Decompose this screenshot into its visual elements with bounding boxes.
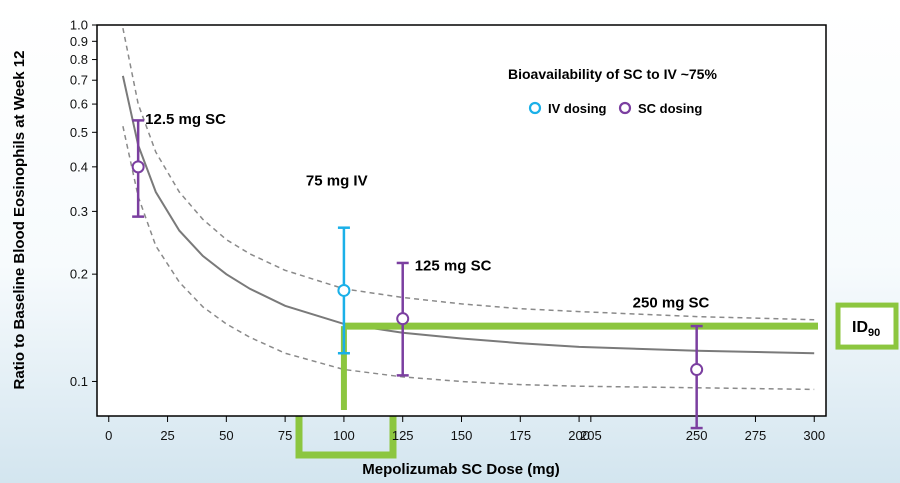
legend-marker (618, 101, 632, 115)
x-tick-label: 125 (392, 428, 414, 443)
y-tick-label: 0.2 (70, 267, 88, 282)
x-tick-label: 100 (333, 428, 355, 443)
y-axis-title: Ratio to Baseline Blood Eosinophils at W… (11, 51, 28, 390)
legend-label: SC dosing (638, 101, 702, 116)
legend-marker (528, 101, 542, 115)
point-label: 75 mg IV (306, 172, 368, 189)
x-tick-label: 205 (580, 428, 602, 443)
data-point (131, 160, 145, 174)
x-axis-title: Mepolizumab SC Dose (mg) (362, 461, 560, 478)
data-point (396, 312, 410, 326)
x-tick-label: 300 (803, 428, 825, 443)
y-tick-label: 0.8 (70, 52, 88, 67)
y-tick-label: 0.5 (70, 125, 88, 140)
y-tick-label: 0.6 (70, 97, 88, 112)
model-curve-line (121, 75, 815, 355)
x-tick-label: 0 (105, 428, 112, 443)
y-tick-label: 1.0 (70, 18, 88, 33)
x-tick-label: 200 (568, 428, 590, 443)
point-label: 125 mg SC (415, 258, 492, 275)
upper-band-line (122, 27, 815, 321)
point-label: 12.5 mg SC (145, 111, 226, 128)
id90-label-box (835, 302, 899, 350)
y-tick-label: 0.3 (70, 204, 88, 219)
legend-label: IV dosing (548, 101, 607, 116)
data-point (337, 283, 351, 297)
x-tick-label: 25 (160, 428, 174, 443)
y-tick-label: 0.9 (70, 34, 88, 49)
x-tick-label: 150 (451, 428, 473, 443)
x-tick-label: 275 (745, 428, 767, 443)
x-tick-label: 250 (686, 428, 708, 443)
lower-band-line (122, 126, 815, 391)
y-tick-label: 0.4 (70, 159, 88, 174)
plot-area (96, 24, 827, 417)
x-tick-label: 75 (278, 428, 292, 443)
data-point (690, 363, 704, 377)
y-tick-label: 0.7 (70, 73, 88, 88)
point-label: 250 mg SC (633, 295, 710, 312)
legend-title: Bioavailability of SC to IV ~75% (508, 66, 717, 82)
x-tick-label: 175 (509, 428, 531, 443)
y-tick-label: 0.1 (70, 374, 88, 389)
x-tick-label: 50 (219, 428, 233, 443)
